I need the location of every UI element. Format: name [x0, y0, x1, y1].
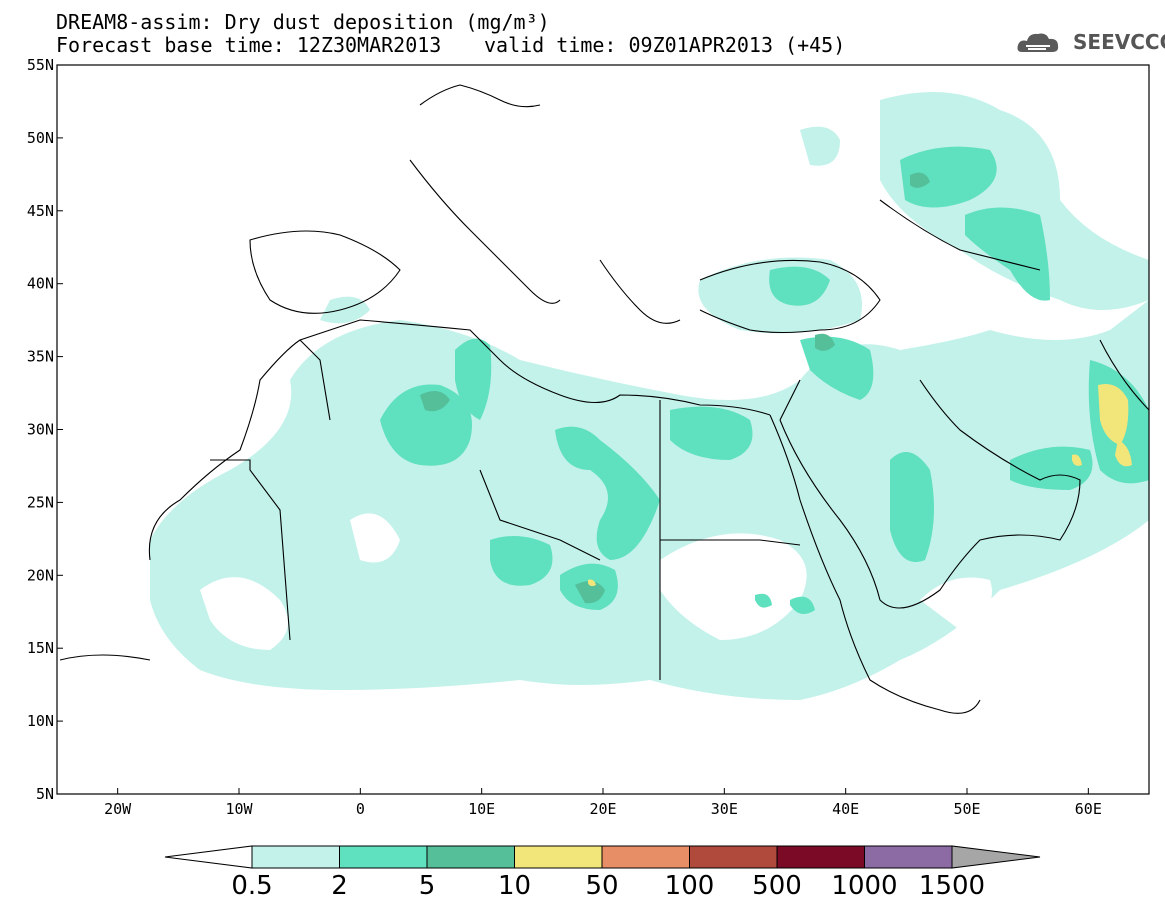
lon-tick-label: 60E: [1075, 800, 1102, 818]
dust-contour-5: [420, 172, 930, 604]
colorbar-segment: [426, 845, 515, 869]
lat-tick-label: 20N: [27, 566, 54, 584]
lat-tick-label: 10N: [27, 712, 54, 730]
colorbar-segment: [339, 845, 428, 869]
colorbar-label: 500: [752, 871, 802, 901]
colorbar-label: 1500: [919, 871, 985, 901]
lat-tick-label: 40N: [27, 275, 54, 293]
lon-tick-label: 40E: [832, 800, 859, 818]
lat-axis: 55N 50N 45N 40N 35N 30N 25N 20N 15N 10N 5N: [27, 56, 63, 803]
dust-field: [57, 65, 1149, 794]
lat-tick-label: 25N: [27, 493, 54, 511]
forecast-base-time: Forecast base time: 12Z30MAR2013: [56, 33, 442, 57]
colorbar-label: 0.5: [231, 871, 272, 901]
lat-tick-label: 55N: [27, 56, 54, 74]
coastlines: [59, 84, 1149, 714]
colorbar-segment: [601, 845, 690, 869]
lat-tick-label: 35N: [27, 348, 54, 366]
lon-tick-label: 20W: [104, 800, 132, 818]
lon-tick-label: 0: [356, 800, 365, 818]
colorbar-label: 10: [498, 871, 531, 901]
cloud-icon: [1017, 33, 1059, 52]
colorbar: 0.5 2 5 10 50 100 500 1000 1500: [164, 845, 1041, 901]
lon-tick-label: 50E: [953, 800, 980, 818]
dust-contour-2: [380, 146, 1149, 614]
colorbar-segment: [864, 845, 953, 869]
lon-axis: 20W 10W 0 10E 20E 30E 40E 50E 60E: [104, 788, 1102, 818]
logo-text: SEEVCCC: [1073, 30, 1165, 54]
lon-tick-label: 20E: [589, 800, 616, 818]
valid-time: valid time: 09Z01APR2013 (+45): [484, 33, 846, 57]
lat-tick-label: 45N: [27, 202, 54, 220]
map-title: DREAM8-assim: Dry dust deposition (mg/m³…: [56, 10, 550, 34]
lon-tick-label: 10W: [225, 800, 253, 818]
lat-tick-label: 15N: [27, 639, 54, 657]
colorbar-segment: [514, 845, 603, 869]
colorbar-label: 100: [665, 871, 715, 901]
colorbar-label: 2: [331, 871, 348, 901]
lat-tick-label: 50N: [27, 129, 54, 147]
colorbar-label: 5: [419, 871, 436, 901]
colorbar-segment: [776, 845, 865, 869]
colorbar-lower-arrow: [164, 845, 253, 869]
lon-tick-label: 30E: [711, 800, 738, 818]
colorbar-upper-arrow: [951, 845, 1041, 869]
lat-tick-label: 30N: [27, 421, 54, 439]
colorbar-label: 1000: [831, 871, 897, 901]
colorbar-segment: [689, 845, 778, 869]
colorbar-label: 50: [585, 871, 618, 901]
lon-tick-label: 10E: [468, 800, 495, 818]
colorbar-segment: [251, 845, 340, 869]
lat-tick-label: 5N: [36, 785, 54, 803]
dust-contour-10: [588, 384, 1132, 587]
